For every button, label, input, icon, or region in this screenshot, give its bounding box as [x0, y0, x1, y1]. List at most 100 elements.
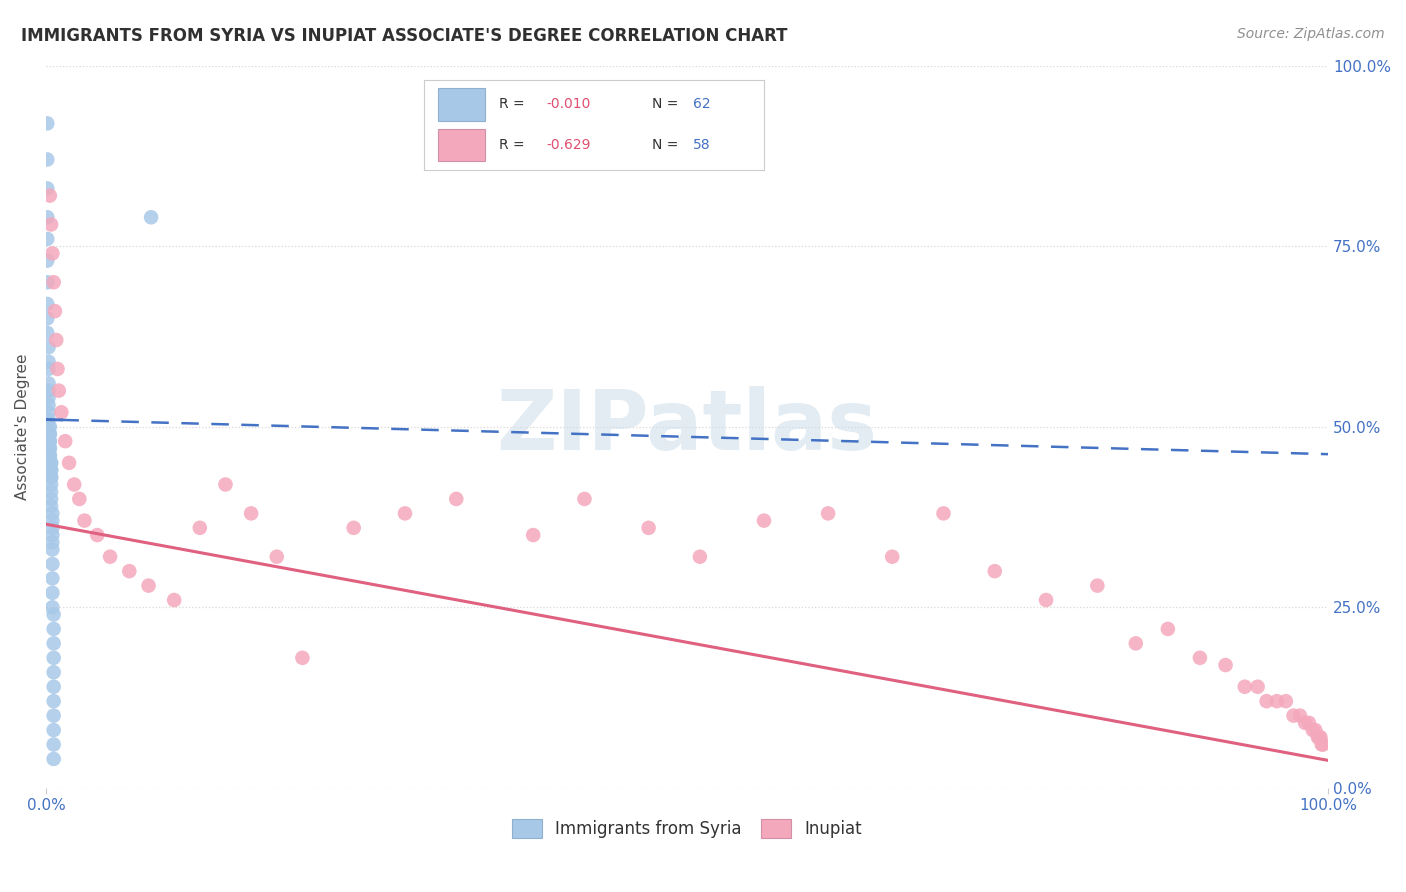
Point [42, 708, 65, 723]
Point [1306, 731, 1329, 745]
Point [38, 340, 60, 354]
Point [41, 528, 63, 542]
Point [38, 449, 60, 463]
Point [1289, 708, 1312, 723]
Point [63, 477, 86, 491]
Point [58, 456, 80, 470]
Point [1085, 579, 1108, 593]
Point [41, 542, 63, 557]
Point [39, 470, 62, 484]
Point [38, 398, 60, 412]
Point [37, 297, 59, 311]
Point [41, 571, 63, 585]
Point [39, 463, 62, 477]
Point [42, 622, 65, 636]
Point [37, 211, 59, 225]
Point [38, 355, 60, 369]
Point [1125, 636, 1147, 650]
Point [51, 405, 73, 419]
Point [39, 491, 62, 506]
Point [38, 362, 60, 376]
Point [138, 579, 160, 593]
Point [1310, 738, 1333, 752]
Point [39, 218, 62, 232]
Point [86, 528, 108, 542]
Point [38, 376, 60, 391]
Text: Source: ZipAtlas.com: Source: ZipAtlas.com [1237, 27, 1385, 41]
Point [41, 246, 63, 260]
Point [42, 752, 65, 766]
Point [266, 549, 288, 564]
Point [188, 521, 211, 535]
Point [38, 412, 60, 426]
Point [752, 514, 775, 528]
Point [98, 549, 121, 564]
Point [39, 484, 62, 499]
Point [984, 564, 1007, 578]
Point [39, 463, 62, 477]
Point [39, 456, 62, 470]
Point [38, 426, 60, 441]
Point [1309, 731, 1331, 745]
Point [67, 491, 90, 506]
Point [38, 419, 60, 434]
Legend: Immigrants from Syria, Inupiat: Immigrants from Syria, Inupiat [505, 812, 869, 845]
Point [446, 491, 468, 506]
Text: IMMIGRANTS FROM SYRIA VS INUPIAT ASSOCIATE'S DEGREE CORRELATION CHART: IMMIGRANTS FROM SYRIA VS INUPIAT ASSOCIA… [21, 27, 787, 45]
Point [637, 521, 659, 535]
Y-axis label: Associate's Degree: Associate's Degree [15, 353, 30, 500]
Point [39, 470, 62, 484]
Point [38, 188, 60, 202]
Point [42, 665, 65, 680]
Point [1294, 715, 1316, 730]
Point [41, 557, 63, 571]
Point [522, 528, 544, 542]
Point [42, 636, 65, 650]
Point [45, 333, 67, 347]
Point [139, 211, 162, 225]
Point [37, 326, 59, 340]
Point [1233, 680, 1256, 694]
Point [932, 507, 955, 521]
Point [37, 153, 59, 167]
Point [39, 456, 62, 470]
Point [42, 680, 65, 694]
Point [37, 181, 59, 195]
Point [1308, 731, 1330, 745]
Point [343, 521, 366, 535]
Point [39, 477, 62, 491]
Point [240, 507, 263, 521]
Point [39, 499, 62, 513]
Point [37, 275, 59, 289]
Point [38, 449, 60, 463]
Point [42, 275, 65, 289]
Point [118, 564, 141, 578]
Point [1312, 738, 1334, 752]
Point [1215, 658, 1237, 673]
Point [42, 738, 65, 752]
Point [38, 405, 60, 419]
Point [42, 650, 65, 665]
Point [1305, 723, 1327, 737]
Point [38, 419, 60, 434]
Point [41, 521, 63, 535]
Point [38, 426, 60, 441]
Point [41, 600, 63, 615]
Point [53, 434, 76, 449]
Point [41, 586, 63, 600]
Point [574, 491, 596, 506]
Point [817, 507, 839, 521]
Point [1265, 694, 1288, 708]
Point [1302, 723, 1324, 737]
Point [689, 549, 711, 564]
Point [38, 442, 60, 456]
Point [1246, 680, 1268, 694]
Point [1035, 593, 1057, 607]
Point [48, 384, 70, 398]
Point [42, 607, 65, 622]
Point [163, 593, 186, 607]
Point [1157, 622, 1180, 636]
Point [1188, 650, 1211, 665]
Point [38, 434, 60, 449]
Point [37, 232, 59, 246]
